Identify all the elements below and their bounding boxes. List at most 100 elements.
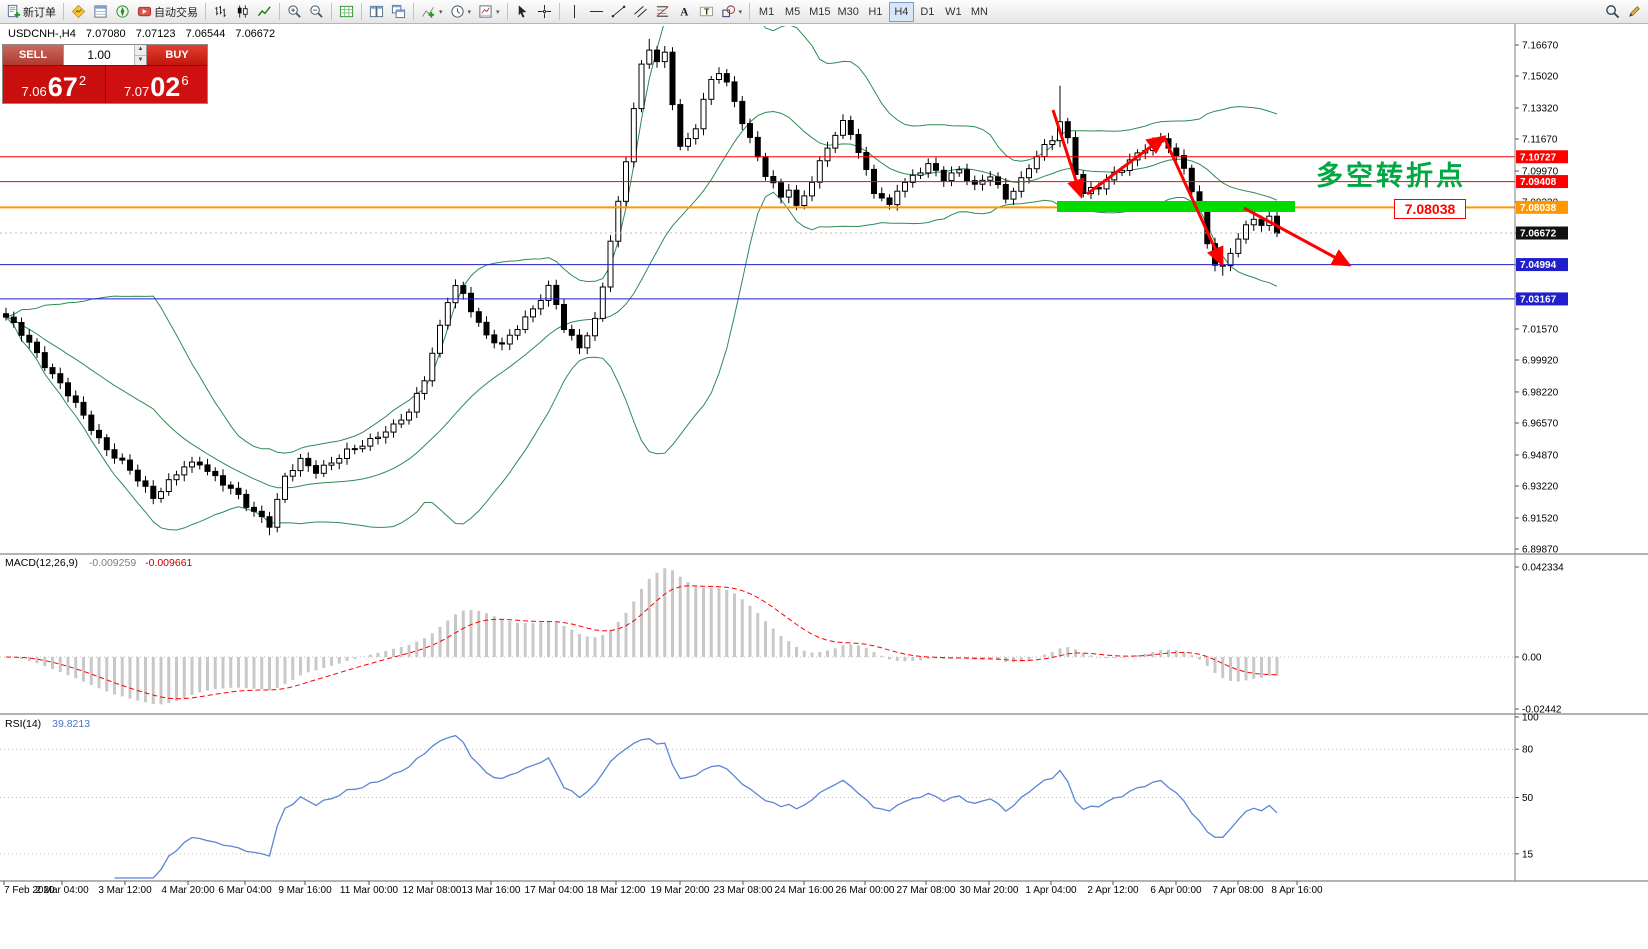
periods-button[interactable]: ▾	[447, 2, 475, 22]
fibo-icon	[655, 4, 670, 19]
rsi-axis-tick: 80	[1522, 745, 1534, 756]
svg-text:T: T	[704, 6, 710, 16]
macd-signal-value: -0.009661	[145, 557, 193, 569]
toolbar: 新订单 自动交易 ▾ ▾ ▾ A T ▾ M1 M5 M15 M30 H1 H4 D1 W1 MN	[0, 0, 1648, 24]
tile-windows-button[interactable]	[366, 2, 387, 22]
text-icon: A	[677, 4, 692, 19]
search-button[interactable]	[1602, 2, 1623, 22]
chart-candles-button[interactable]	[232, 2, 253, 22]
market-watch-icon	[71, 4, 86, 19]
toolbar-separator	[506, 3, 508, 20]
sell-price-button[interactable]: 7.06 67 2	[3, 66, 106, 103]
macd-plot	[0, 568, 1515, 705]
volume-decrease-button[interactable]: ▼	[135, 54, 146, 65]
buy-button[interactable]: BUY	[147, 45, 207, 65]
fibonacci-button[interactable]	[652, 2, 673, 22]
tf-w1-button[interactable]: W1	[941, 2, 966, 22]
sell-button[interactable]: SELL	[3, 45, 63, 65]
trend-arrow[interactable]	[1051, 109, 1085, 199]
tf-mn-button[interactable]: MN	[967, 2, 992, 22]
x-axis-tick: 27 Mar 08:00	[897, 885, 956, 896]
channel-icon	[633, 4, 648, 19]
macd-axis[interactable]: 0.042334 0.00 -0.02442	[1515, 563, 1564, 716]
quick-edit-button[interactable]	[1624, 2, 1645, 22]
ohlc-high: 7.07123	[135, 28, 176, 40]
macd-name: MACD(12,26,9)	[5, 557, 78, 569]
crosshair-button[interactable]	[534, 2, 555, 22]
toolbar-separator	[279, 3, 280, 20]
vertical-line-button[interactable]	[564, 2, 585, 22]
text-button[interactable]: A	[674, 2, 695, 22]
trend-arrow[interactable]	[1162, 136, 1224, 267]
zone-price-label[interactable]: 7.08038	[1394, 199, 1466, 219]
trendline-button[interactable]	[608, 2, 629, 22]
tf-m1-button[interactable]: M1	[754, 2, 779, 22]
label-icon: T	[699, 4, 714, 19]
cursor-icon	[515, 4, 530, 19]
shapes-button[interactable]: ▾	[718, 2, 746, 22]
search-icon	[1605, 4, 1620, 19]
zoom-in-button[interactable]	[284, 2, 305, 22]
horizontal-line-button[interactable]	[586, 2, 607, 22]
tf-m15-button[interactable]: M15	[806, 2, 833, 22]
y-axis-tick: 6.96570	[1522, 419, 1559, 430]
x-axis-tick: 7 Apr 08:00	[1212, 885, 1264, 896]
tf-h4-button[interactable]: H4	[888, 1, 914, 22]
navigator-button[interactable]	[112, 2, 133, 22]
equidistant-channel-button[interactable]	[630, 2, 651, 22]
vline-icon	[567, 4, 582, 19]
line-chart-icon	[257, 4, 272, 19]
chart-canvas[interactable]: 7.166707.150207.133207.116707.099707.083…	[0, 24, 1648, 949]
volume-increase-button[interactable]: ▲	[135, 45, 146, 55]
templates-button[interactable]: ▾	[475, 2, 503, 22]
trend-arrow[interactable]	[1086, 135, 1167, 196]
data-window-button[interactable]	[90, 2, 111, 22]
trend-arrow[interactable]	[1243, 206, 1352, 267]
rsi-name: RSI(14)	[5, 718, 42, 730]
zoom-out-button[interactable]	[306, 2, 327, 22]
buy-price-prefix: 7.07	[123, 84, 150, 99]
y-axis-tick: 7.15020	[1522, 72, 1559, 83]
rsi-axis[interactable]: 100 80 50 15	[1515, 713, 1539, 861]
price-axis[interactable]: 7.166707.150207.133207.116707.099707.083…	[1515, 41, 1568, 556]
toolbar-separator	[558, 3, 560, 20]
turning-point-annotation[interactable]: 多空转折点	[1316, 161, 1466, 191]
y-axis-tick: 7.13320	[1522, 104, 1559, 115]
buy-price-button[interactable]: 7.07 02 6	[105, 66, 207, 103]
x-axis-tick: 7 Feb 2020	[4, 885, 55, 896]
rsi-axis-tick: 100	[1522, 713, 1539, 724]
horizontal-level-lines[interactable]	[0, 156, 1515, 300]
x-axis-tick: 13 Mar 16:00	[462, 885, 521, 896]
text-label-button[interactable]: T	[696, 2, 717, 22]
tf-m5-button[interactable]: M5	[780, 2, 805, 22]
zoom-in-icon	[287, 4, 302, 19]
toolbar-separator	[205, 3, 206, 20]
toolbar-separator	[331, 3, 332, 20]
volume-input[interactable]	[64, 45, 134, 65]
x-axis-tick: 24 Mar 16:00	[775, 885, 834, 896]
cursor-button[interactable]	[512, 2, 533, 22]
macd-indicator-label: MACD(12,26,9) -0.009259 -0.009661	[5, 557, 192, 569]
support-zone-rect[interactable]	[1057, 201, 1295, 212]
x-axis-tick: 4 Mar 20:00	[161, 885, 215, 896]
tf-d1-button[interactable]: D1	[915, 2, 940, 22]
chart-bars-button[interactable]	[210, 2, 231, 22]
chart-line-button[interactable]	[254, 2, 275, 22]
tf-h1-button[interactable]: H1	[863, 2, 888, 22]
autotrading-button[interactable]: 自动交易	[134, 2, 201, 22]
indicators-button[interactable]: ▾	[418, 2, 446, 22]
new-order-button[interactable]: 新订单	[3, 2, 59, 22]
data-window-icon	[93, 4, 108, 19]
macd-axis-tick: 0.00	[1522, 653, 1542, 664]
market-watch-button[interactable]	[68, 2, 89, 22]
candles-chart-icon	[235, 4, 250, 19]
new-chart-button[interactable]	[336, 2, 357, 22]
trend-arrows[interactable]	[1051, 109, 1352, 267]
crosshair-icon	[537, 4, 552, 19]
cascade-windows-button[interactable]	[388, 2, 409, 22]
tf-m30-button[interactable]: M30	[834, 2, 861, 22]
x-axis-tick: 11 Mar 00:00	[340, 885, 399, 896]
y-axis-tick: 6.98220	[1522, 387, 1559, 398]
toolbar-separator	[413, 3, 414, 20]
